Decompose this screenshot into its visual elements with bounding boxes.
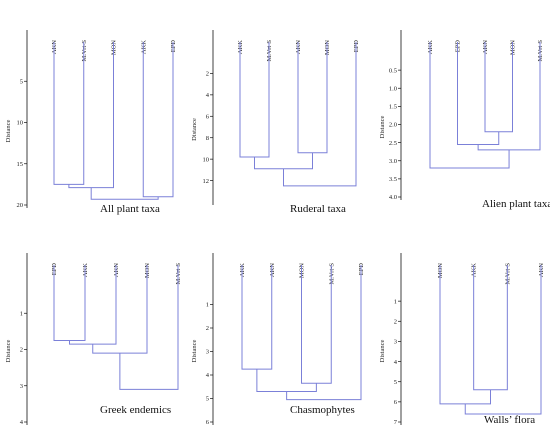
y-tick-label: 2 xyxy=(20,347,23,354)
dendrogram-branch xyxy=(255,153,313,169)
y-tick-label: 5 xyxy=(20,78,23,85)
y-tick-label: 3.0 xyxy=(389,158,397,165)
dendrogram-branch xyxy=(485,42,513,132)
dendrogram-branch xyxy=(257,369,317,391)
dendrogram-branch xyxy=(242,265,272,369)
y-tick-label: 4 xyxy=(20,419,24,426)
y-tick-label: 10 xyxy=(17,120,24,127)
y-tick-label: 6 xyxy=(394,399,398,406)
dendrogram-branch xyxy=(70,265,117,344)
y-tick-label: 3.5 xyxy=(389,176,397,183)
dendrogram-branch xyxy=(287,265,361,400)
y-tick-label: 1.0 xyxy=(389,85,397,92)
dendrogram-branch xyxy=(478,42,540,150)
dendrogram-branch xyxy=(474,265,508,390)
dendrogram-branch xyxy=(458,42,499,144)
dendrogram-branch xyxy=(302,265,332,383)
dendrogram-branch xyxy=(430,42,509,168)
y-tick-label: 2.5 xyxy=(389,140,397,147)
y-tick-label: 2 xyxy=(394,318,397,325)
y-axis-label: Distance xyxy=(5,120,12,143)
dendrogram-branch xyxy=(54,265,85,340)
dendrogram-branch xyxy=(54,42,84,184)
dendrogram-branch xyxy=(240,42,269,157)
y-tick-label: 12 xyxy=(203,178,210,185)
y-tick-label: 1 xyxy=(206,302,209,309)
y-tick-label: 3 xyxy=(394,339,397,346)
y-tick-label: 2 xyxy=(206,325,209,332)
panel-title: All plant taxa xyxy=(100,203,160,215)
panel-title: Ruderal taxa xyxy=(290,203,346,215)
y-tick-label: 0.5 xyxy=(389,67,397,74)
y-tick-label: 15 xyxy=(17,161,24,168)
y-tick-label: 3 xyxy=(20,383,23,390)
dendrogram-branch xyxy=(284,42,357,186)
y-tick-label: 4 xyxy=(206,372,210,379)
y-tick-label: 7 xyxy=(394,419,398,426)
y-tick-label: 1 xyxy=(394,298,397,305)
y-axis-label: Distance xyxy=(191,340,198,363)
dendrogram-branch xyxy=(143,42,173,197)
y-axis-label: Distance xyxy=(5,340,12,363)
y-tick-label: 5 xyxy=(394,379,397,386)
y-tick-label: 20 xyxy=(17,202,24,209)
panel-title: Chasmophytes xyxy=(290,404,355,416)
y-tick-label: 1.5 xyxy=(389,104,397,111)
y-tick-label: 6 xyxy=(206,419,210,426)
y-tick-label: 2.0 xyxy=(389,122,397,129)
dendrogram-branch xyxy=(465,265,541,414)
y-tick-label: 8 xyxy=(206,135,209,142)
panel-title: Greek endemics xyxy=(100,404,171,416)
y-axis-label: Distance xyxy=(379,116,386,139)
dendrogram-branch xyxy=(69,42,114,188)
y-tick-label: 10 xyxy=(203,156,210,163)
y-axis-label: Distance xyxy=(191,118,198,141)
y-tick-label: 4 xyxy=(394,359,398,366)
y-tick-label: 1 xyxy=(20,310,23,317)
dendrogram-branch xyxy=(91,188,158,200)
dendrogram-branch xyxy=(298,42,327,153)
dendrogram-branch xyxy=(440,265,491,404)
panel-title: Alien plant taxa xyxy=(482,198,550,210)
y-tick-label: 4 xyxy=(206,92,210,99)
dendrogram-branch xyxy=(120,265,178,389)
y-tick-label: 6 xyxy=(206,113,210,120)
y-tick-label: 2 xyxy=(206,71,209,78)
dendrogram-branch xyxy=(93,265,147,353)
y-axis-label: Distance xyxy=(379,340,386,363)
panel-title: Walls’ flora xyxy=(484,414,535,426)
y-tick-label: 5 xyxy=(206,396,209,403)
y-tick-label: 4.0 xyxy=(389,194,397,201)
y-tick-label: 3 xyxy=(206,349,209,356)
